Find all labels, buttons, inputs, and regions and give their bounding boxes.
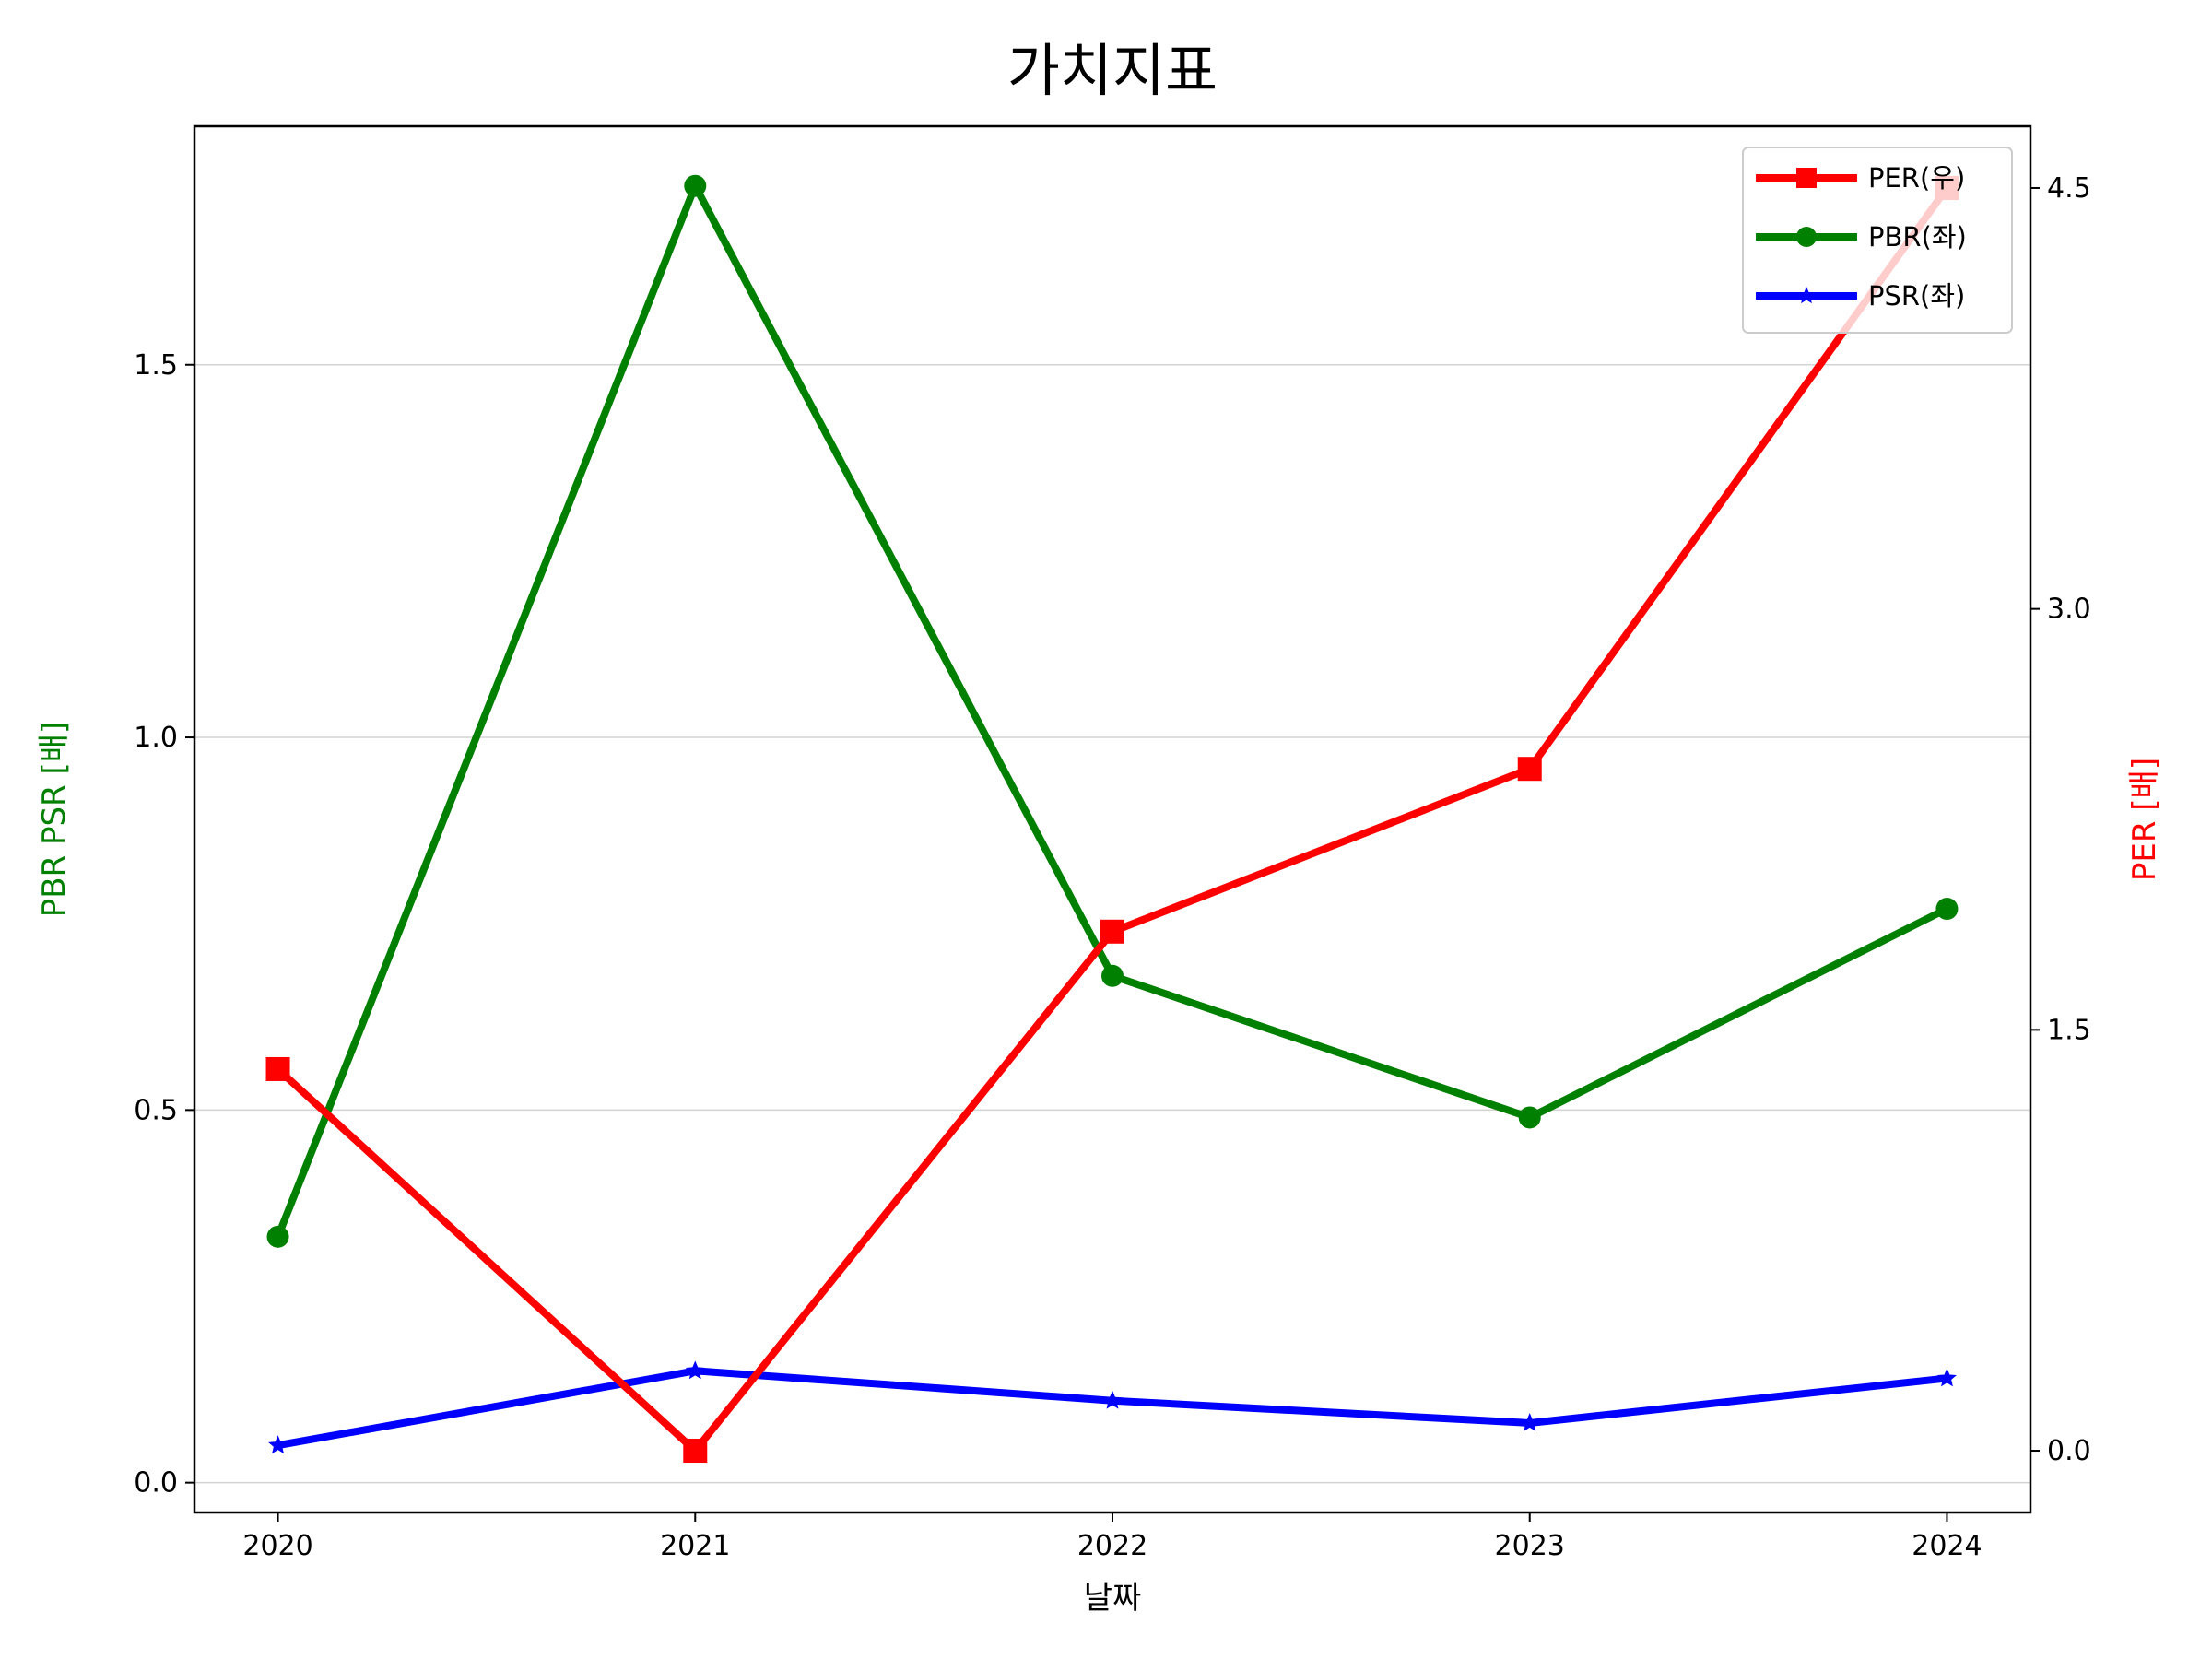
grid-lines [194,364,2030,1484]
y-axis-left-label: PBR PSR [배] [36,722,73,918]
data-point [1101,964,1124,987]
legend-label: PSR(좌) [1868,280,1965,312]
data-point [1518,1106,1541,1129]
y-right-tick-label: 4.5 [2047,172,2091,205]
legend-label: PBR(좌) [1868,221,1967,253]
x-tick-label: 2020 [242,1530,312,1562]
data-point [1517,757,1542,782]
y-left-tick-label: 1.0 [134,722,178,754]
legend-marker [1797,287,1816,304]
y-right-tick-label: 0.0 [2047,1435,2091,1467]
legend-box [1742,147,2013,334]
data-point [265,1056,290,1081]
x-tick-label: 2021 [660,1530,730,1562]
data-point [1102,1390,1123,1409]
series-line [274,177,1949,1239]
series-line [276,1367,1947,1450]
data-point [1100,919,1124,944]
data-point [1520,1412,1540,1431]
x-axis-label: 날짜 [1084,1580,1142,1617]
data-point [683,1439,708,1464]
y-axis-right-label: PER [배] [2126,758,2163,881]
y-right-tick-label: 1.5 [2047,1014,2091,1046]
legend-marker [1796,227,1817,247]
series-line [275,185,1950,1456]
x-tick-label: 2022 [1077,1530,1147,1562]
series-layer [265,174,1959,1464]
legend-entry: PSR(좌) [1756,280,1965,312]
x-tick-label: 2024 [1912,1530,1982,1562]
series-PBR(좌) [266,174,1959,1248]
y-left-tick-label: 1.5 [134,349,178,382]
data-point [266,1225,289,1248]
series-PSR(좌) [268,1360,1957,1454]
data-point [684,174,707,197]
legend: PER(우) PBR(좌) PSR(좌) [1742,147,2013,334]
y-left-tick-label: 0.0 [134,1467,178,1500]
data-point [685,1360,705,1380]
legend-entry: PER(우) [1756,162,1965,194]
series-PER(우) [265,175,1959,1464]
data-point [1936,1368,1957,1387]
data-point [268,1435,288,1454]
y-right-tick-label: 3.0 [2047,594,2091,626]
axes: 0.0 0.5 1.0 1.5 0.0 1.5 3.0 4.5 2020 2021 2022 2023… [134,172,2090,1562]
x-tick-label: 2023 [1495,1530,1565,1562]
chart-title: 가치지표 [1007,37,1218,104]
data-point [1936,898,1959,921]
y-left-tick-label: 0.5 [134,1094,178,1126]
legend-marker [1796,168,1817,188]
legend-entry: PBR(좌) [1756,221,1967,253]
plot-area-frame [193,124,2032,1514]
legend-label: PER(우) [1868,162,1965,194]
